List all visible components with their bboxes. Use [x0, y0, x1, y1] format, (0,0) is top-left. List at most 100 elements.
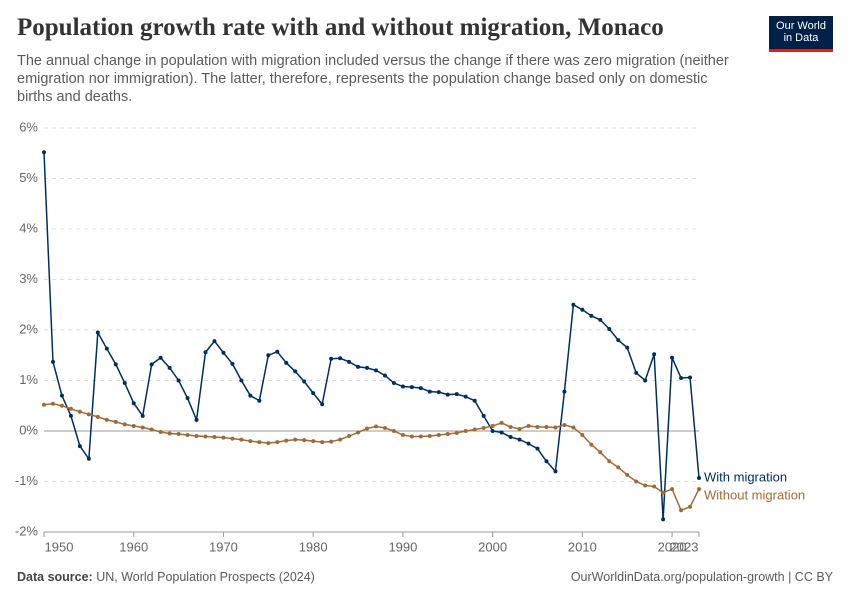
data-point [373, 368, 378, 373]
data-point [652, 352, 657, 357]
data-point [365, 365, 370, 370]
data-point [661, 517, 666, 522]
data-point [167, 431, 172, 436]
data-point [472, 427, 477, 432]
logo-line: Our World [776, 20, 826, 32]
data-point [95, 330, 100, 335]
data-point [266, 441, 271, 446]
legend-label: With migration [704, 469, 787, 484]
data-point [544, 459, 549, 464]
x-tick-label: 1980 [299, 539, 328, 554]
data-point [284, 438, 289, 443]
data-point [329, 439, 334, 444]
data-point [95, 414, 100, 419]
data-point [436, 433, 441, 438]
series-line [43, 152, 700, 520]
y-tick-label: 2% [19, 321, 38, 336]
data-point [212, 339, 217, 344]
data-point [445, 432, 450, 437]
data-point [338, 356, 343, 361]
data-point [257, 440, 262, 445]
data-point [50, 401, 55, 406]
data-point [481, 413, 486, 418]
data-point [391, 429, 396, 433]
data-point [320, 440, 325, 445]
data-point [257, 398, 262, 403]
credit[interactable]: OurWorldinData.org/population-growth | C… [570, 570, 833, 584]
chart-subtitle: The annual change in population with mig… [17, 53, 729, 105]
data-point [643, 378, 648, 383]
data-point [140, 425, 145, 430]
data-point [373, 424, 378, 429]
data-point [203, 434, 208, 439]
y-tick-label: 3% [19, 271, 38, 286]
data-point [131, 401, 136, 406]
data-point [275, 349, 280, 354]
data-point [382, 373, 387, 378]
x-tick-label: 2000 [478, 539, 507, 554]
data-point [122, 381, 127, 386]
data-point [149, 362, 154, 367]
data-point [391, 381, 396, 386]
data-point [490, 423, 495, 428]
data-point [203, 350, 208, 355]
y-tick-label: 5% [19, 170, 38, 185]
y-tick-label: 0% [19, 422, 38, 437]
data-point [607, 326, 612, 331]
data-point [616, 465, 621, 470]
logo-line: in Data [783, 32, 819, 44]
data-point [544, 424, 549, 429]
data-point [562, 422, 567, 427]
x-tick-label: 2010 [568, 539, 597, 554]
data-point [508, 424, 513, 429]
data-point [212, 435, 217, 440]
data-point [68, 413, 73, 418]
data-point [86, 412, 91, 417]
data-point [562, 389, 567, 394]
data-point [42, 150, 46, 155]
source-note: Data source: UN, World Population Prospe… [17, 570, 315, 584]
data-point [499, 430, 504, 435]
data-point [670, 487, 675, 492]
data-point [131, 423, 136, 428]
data-point [176, 432, 181, 437]
data-point [634, 370, 639, 375]
source: UN, World Population Prospects (2024) [96, 570, 315, 584]
data-point [409, 434, 414, 439]
data-point [176, 378, 181, 383]
data-point [284, 360, 289, 365]
data-point [679, 508, 684, 513]
data-point [688, 375, 693, 380]
data-point [356, 430, 361, 435]
x-tick-label: 1950 [45, 539, 74, 554]
data-point [508, 435, 513, 440]
data-point [688, 504, 693, 509]
logo[interactable]: Our World in Data [769, 16, 833, 52]
data-point [427, 389, 432, 394]
data-point [167, 365, 172, 370]
data-point [266, 353, 271, 358]
data-point [59, 403, 64, 408]
data-point [400, 384, 405, 389]
data-point [347, 434, 352, 439]
x-tick-label: 2020 [658, 539, 687, 554]
y-tick-label: -1% [15, 473, 39, 488]
data-point [526, 441, 531, 446]
data-point [347, 359, 352, 364]
data-point [59, 393, 64, 398]
data-point [418, 386, 423, 391]
data-point [418, 434, 423, 439]
data-point [104, 346, 109, 351]
data-point [356, 364, 361, 369]
data-point [77, 444, 82, 449]
legend-label: Without migration [704, 487, 805, 502]
y-tick-label: 6% [19, 119, 38, 134]
data-point [68, 406, 73, 411]
data-point [463, 394, 468, 399]
data-point [625, 345, 630, 350]
data-point [122, 422, 127, 427]
data-point [652, 484, 657, 489]
data-point [589, 313, 594, 318]
data-point [365, 426, 370, 431]
data-point [571, 425, 576, 430]
